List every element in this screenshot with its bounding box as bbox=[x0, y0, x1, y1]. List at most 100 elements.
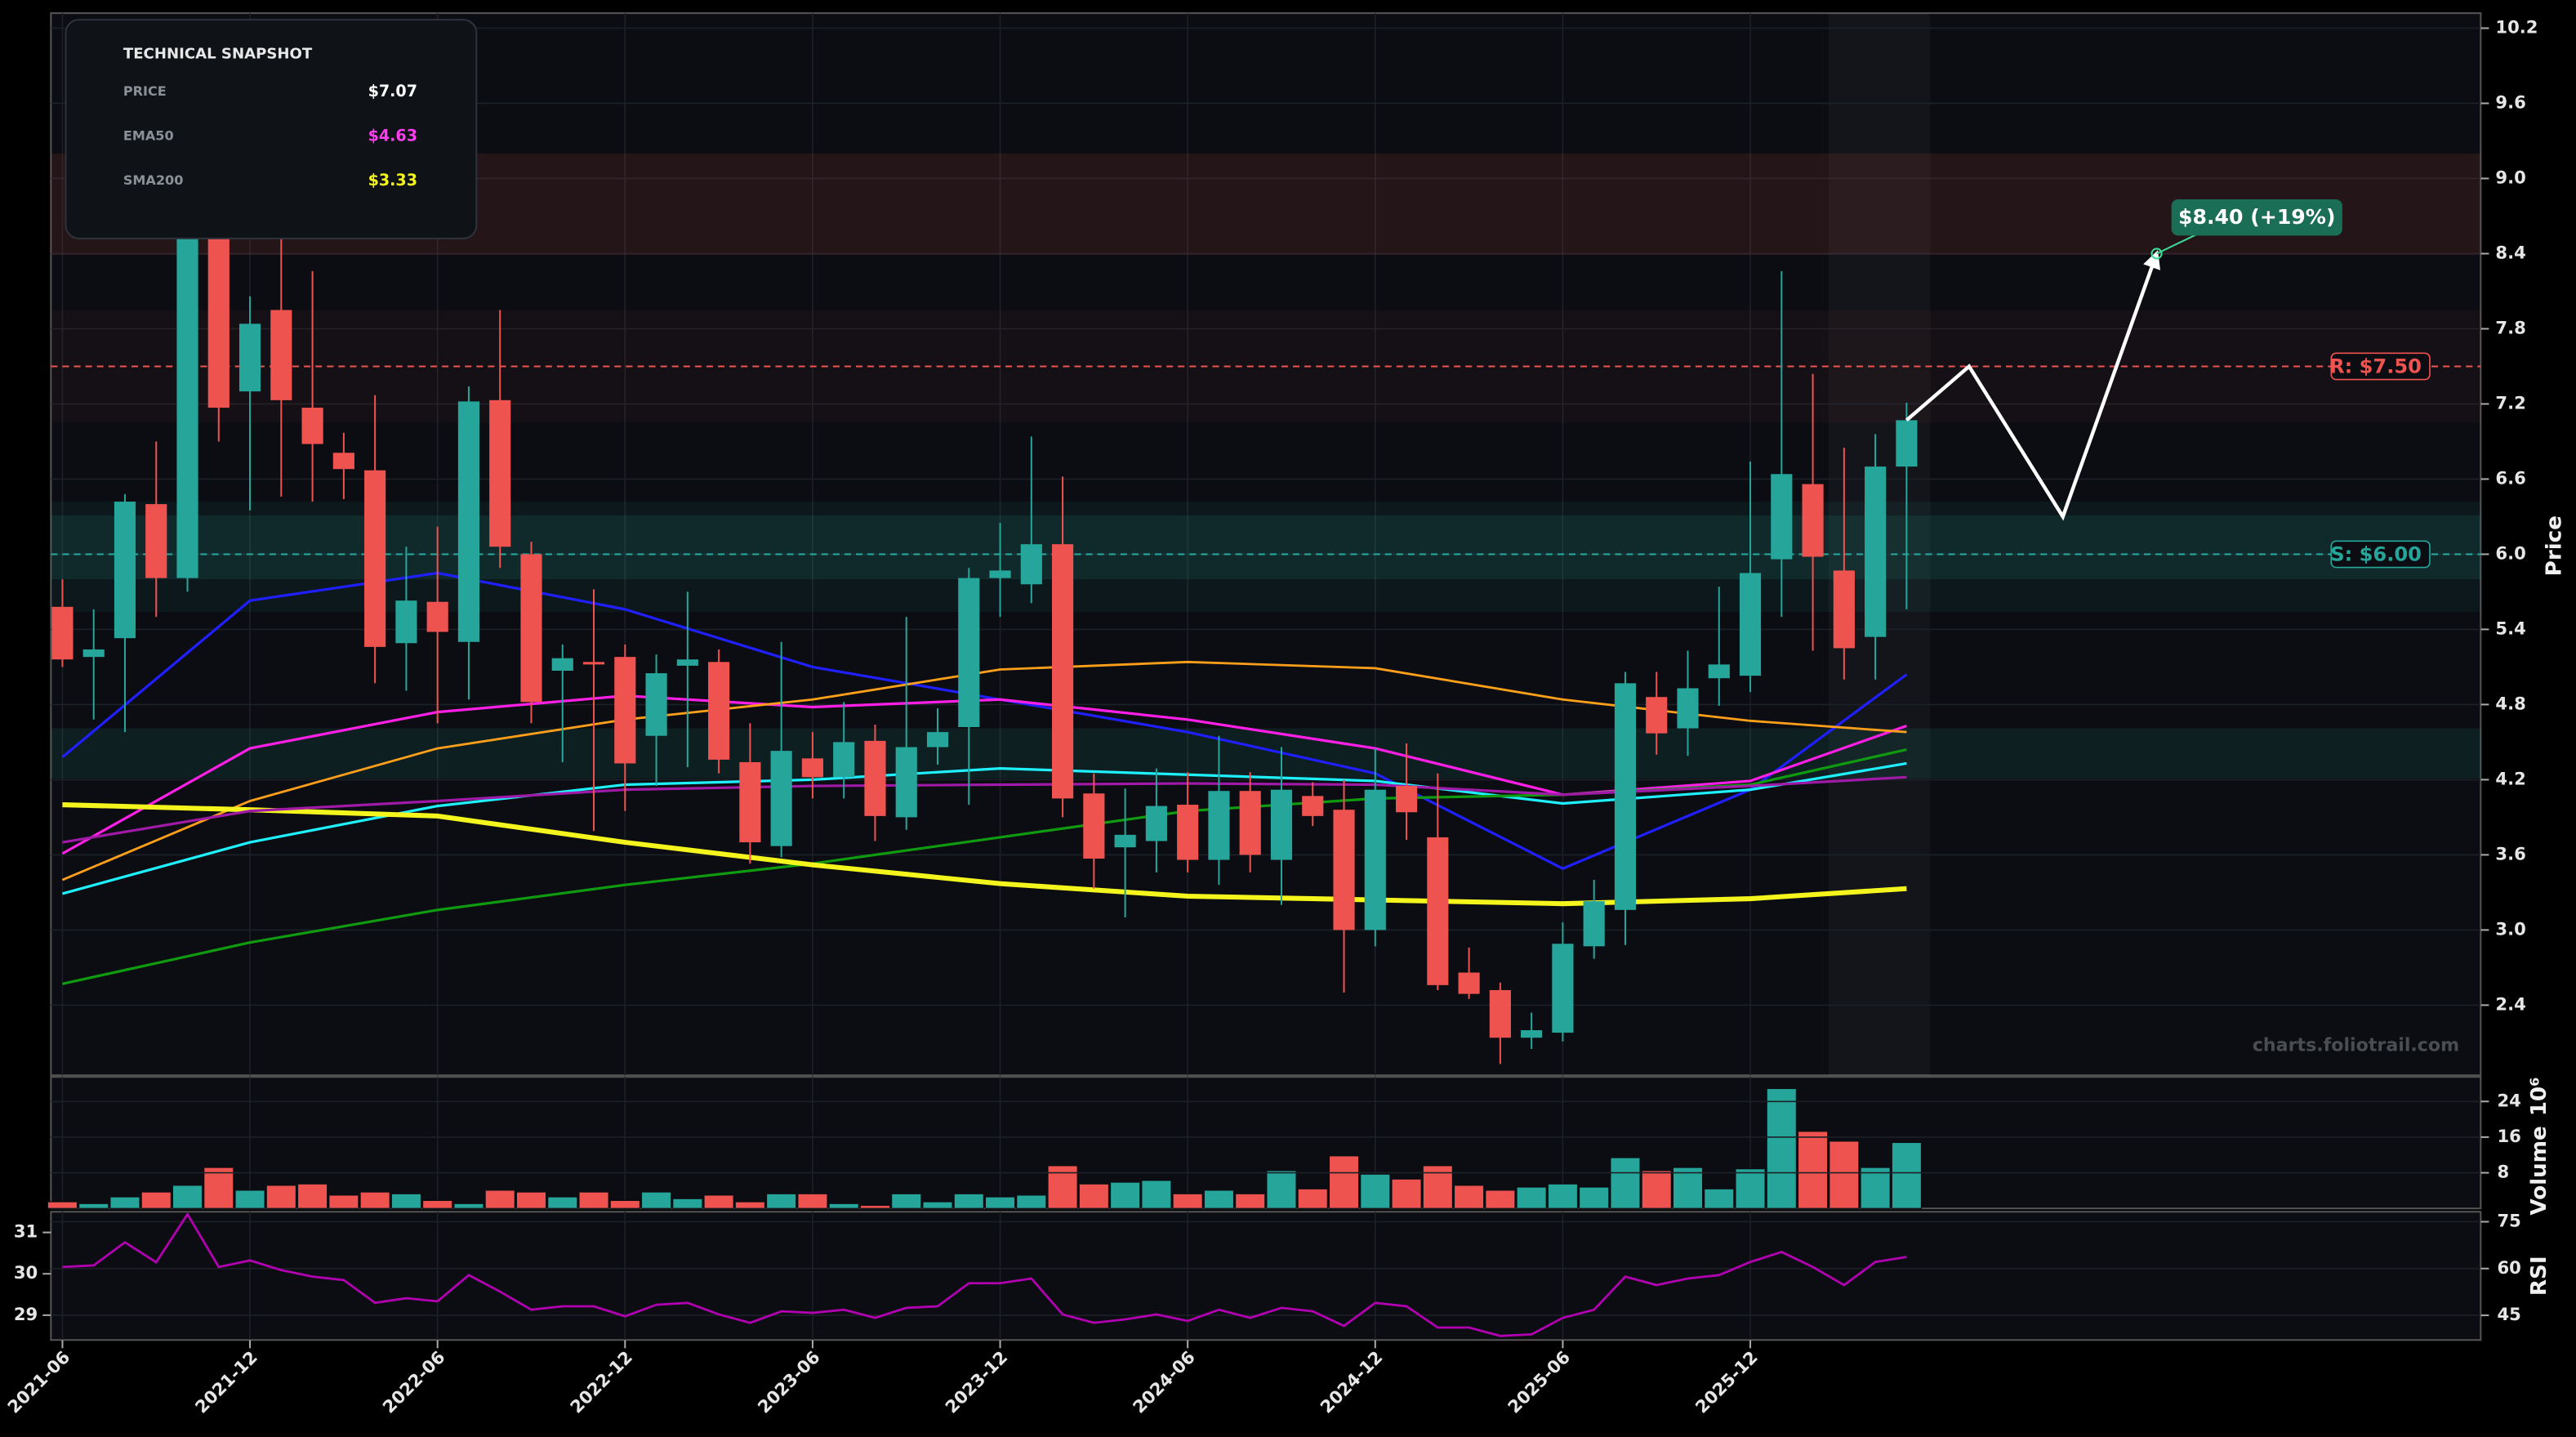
y-tick-label: 6.0 bbox=[2495, 542, 2525, 563]
candle-body bbox=[145, 504, 167, 578]
level-label-box bbox=[2330, 540, 2431, 569]
level-label: R: $7.50 bbox=[2329, 355, 2422, 377]
y-tick-label: 8 bbox=[2497, 1162, 2509, 1182]
candle-body bbox=[1427, 837, 1449, 985]
volume-bar bbox=[1297, 1188, 1328, 1209]
price-axis-label: Price bbox=[2542, 515, 2566, 576]
rsi-line bbox=[62, 1212, 1907, 1337]
y-tick-label: 6.6 bbox=[2495, 467, 2525, 488]
candle-body bbox=[1833, 570, 1855, 649]
y-tick-label: 29 bbox=[14, 1304, 38, 1324]
volume-bar bbox=[797, 1193, 828, 1209]
candle-body bbox=[1052, 544, 1074, 799]
volume-bar bbox=[734, 1201, 766, 1209]
candle-body bbox=[1208, 791, 1230, 860]
volume-bar bbox=[703, 1194, 734, 1209]
candle-body bbox=[1739, 573, 1762, 676]
volume-bar bbox=[1235, 1193, 1266, 1209]
volume-bar bbox=[421, 1199, 453, 1209]
volume-bar bbox=[1891, 1141, 1923, 1209]
candle-body bbox=[1771, 474, 1793, 560]
candle-body bbox=[1239, 791, 1261, 855]
y-tick-label: 9.6 bbox=[2495, 91, 2525, 112]
volume-bar bbox=[1453, 1185, 1485, 1209]
volume-bar bbox=[359, 1191, 390, 1209]
candle-body bbox=[926, 732, 949, 748]
candle-body bbox=[582, 662, 605, 665]
y-tick-label: 4.8 bbox=[2495, 693, 2525, 713]
volume-bar bbox=[1766, 1087, 1798, 1209]
snapshot-label: EMA50 bbox=[123, 128, 174, 144]
volume-bar bbox=[765, 1193, 797, 1209]
volume-bar bbox=[203, 1167, 234, 1209]
volume-bar bbox=[453, 1203, 484, 1209]
volume-bar bbox=[328, 1194, 359, 1209]
candle-body bbox=[426, 601, 448, 632]
y-tick-label: 7.2 bbox=[2495, 392, 2525, 413]
candle-body bbox=[1521, 1030, 1543, 1038]
snapshot-title: TECHNICAL SNAPSHOT bbox=[123, 45, 313, 62]
candle-body bbox=[770, 751, 792, 846]
snapshot-value: $3.33 bbox=[368, 171, 417, 190]
volume-bar bbox=[891, 1193, 922, 1209]
y2-tick-label: 75 bbox=[2497, 1210, 2520, 1230]
candle-body bbox=[114, 502, 136, 639]
candle-body bbox=[395, 600, 417, 644]
volume-bar bbox=[1797, 1131, 1829, 1209]
volume-bar bbox=[859, 1204, 891, 1209]
candle-body bbox=[82, 649, 105, 658]
projection-label-box bbox=[2171, 199, 2342, 236]
rsi-panel bbox=[50, 1211, 2482, 1341]
candle-body bbox=[1458, 972, 1480, 994]
volume-bar bbox=[547, 1196, 578, 1209]
candle-body bbox=[989, 570, 1011, 578]
candle-body bbox=[364, 470, 386, 647]
volume-axis-label: Volume bbox=[2527, 1126, 2551, 1215]
projection-line bbox=[1905, 250, 2161, 521]
candle-body bbox=[520, 554, 542, 703]
candle-body bbox=[1489, 989, 1511, 1038]
candle-body bbox=[1646, 697, 1668, 734]
y-tick-label: 16 bbox=[2497, 1126, 2520, 1146]
candle-body bbox=[1708, 664, 1730, 679]
volume-bar bbox=[1172, 1193, 1203, 1209]
candle-body bbox=[1395, 786, 1418, 813]
zone bbox=[51, 515, 2481, 580]
volume-bar bbox=[828, 1203, 859, 1209]
candle-body bbox=[1677, 688, 1699, 729]
candle-body bbox=[1145, 806, 1167, 841]
candle-body bbox=[895, 747, 917, 818]
volume-bar bbox=[1829, 1140, 1860, 1209]
volume-bar bbox=[109, 1196, 140, 1209]
volume-bar bbox=[1704, 1188, 1735, 1209]
zone bbox=[51, 728, 2481, 779]
candle-body bbox=[801, 758, 823, 778]
candle-body bbox=[676, 659, 698, 666]
volume-bar bbox=[1266, 1170, 1297, 1209]
candle-body bbox=[1896, 420, 1918, 467]
y-tick-label: 9.0 bbox=[2495, 167, 2525, 187]
volume-bar bbox=[922, 1201, 953, 1209]
rsi-axis-label: RSI bbox=[2527, 1256, 2551, 1296]
volume-bar bbox=[1109, 1181, 1141, 1209]
projection-label: $8.40 (+19%) bbox=[2178, 205, 2335, 229]
volume-bar bbox=[1328, 1155, 1360, 1209]
volume-bar bbox=[1141, 1180, 1172, 1209]
volume-bar bbox=[172, 1185, 203, 1209]
candle-body bbox=[270, 310, 292, 400]
candle-body bbox=[1583, 901, 1605, 947]
zone bbox=[51, 502, 2481, 612]
volume-bar bbox=[78, 1203, 109, 1209]
candle-body bbox=[1270, 789, 1293, 860]
snapshot-label: SMA200 bbox=[123, 172, 184, 188]
candle-body bbox=[551, 658, 573, 672]
volume-bar bbox=[984, 1196, 1016, 1209]
candle-body bbox=[51, 606, 74, 660]
volume-bar bbox=[1047, 1165, 1078, 1209]
y2-tick-label: 45 bbox=[2497, 1304, 2520, 1324]
candle-body bbox=[332, 453, 354, 470]
volume-bar bbox=[1860, 1167, 1891, 1209]
candle-body bbox=[645, 673, 667, 736]
volume-panel bbox=[50, 1076, 2482, 1210]
